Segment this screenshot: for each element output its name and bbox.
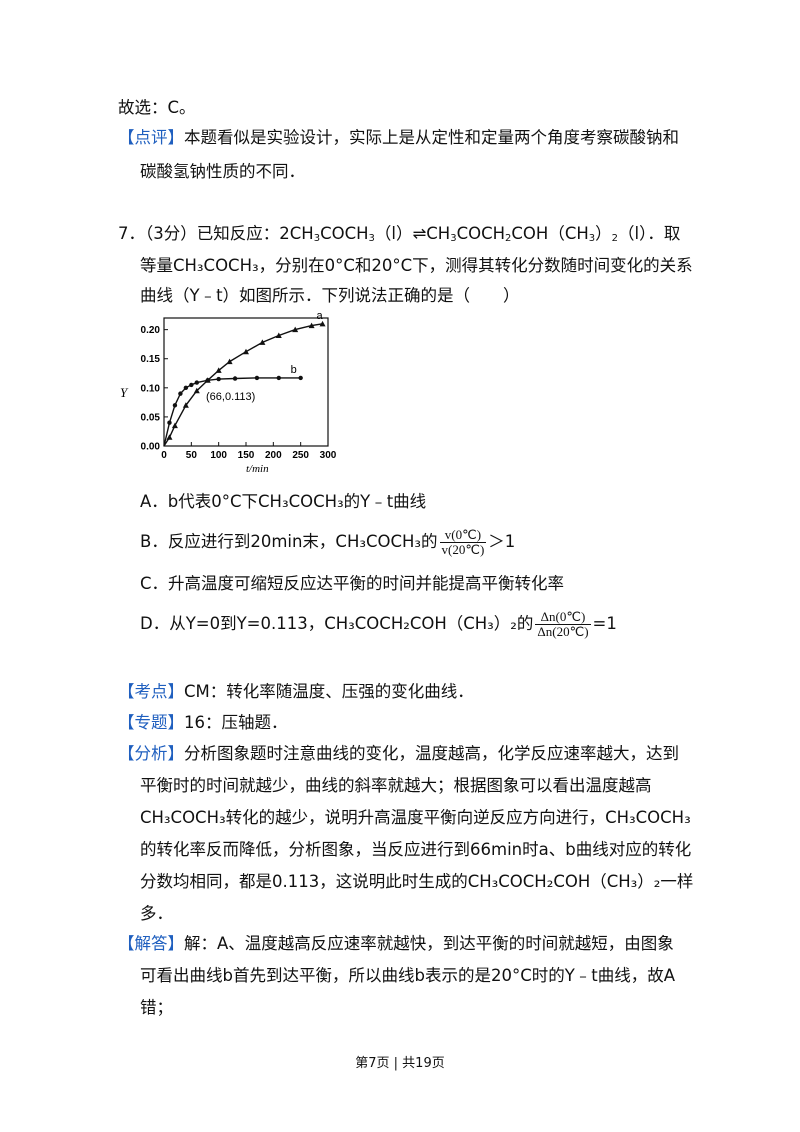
point-a [193,387,200,394]
jieda-tag: 【解答】 [118,934,184,953]
y-axis-label: Y [120,385,129,400]
choice-line: 故选：C。 [118,98,196,117]
y-tick-label: 0.15 [141,354,161,365]
fenxi-text-1: 分析图象题时注意曲线的变化，温度越高，化学反应速率越大，达到 [184,744,679,763]
fenxi-line-6: 多． [140,904,173,923]
fenxi-tag: 【分析】 [118,744,184,763]
kaodian-text: CM：转化率随温度、压强的变化曲线． [184,682,474,701]
option-c: C．升高温度可缩短反应达平衡的时间并能提高平衡转化率 [140,574,565,593]
chart-series: ab [163,312,326,447]
point-a [243,348,249,355]
fenxi-line-2: 平衡时的时间就越少，曲线的斜率就越大；根据图象可以看出温度越高 [140,776,652,795]
zhuanti-text: 16：压轴题． [184,713,288,732]
point-b [194,380,199,385]
jieda-line-1: 【解答】解：A、温度越高反应速率就越快，到达平衡的时间就越短，由图象 [118,932,674,956]
zhuanti-line: 【专题】16：压轴题． [118,711,288,735]
point-b [254,375,260,381]
page-footer: 第7页 | 共19页 [355,1056,445,1071]
option-d-post: =1 [592,614,617,633]
fenxi-line-5: 分数均相同，都是0.113，这说明此时生成的CH₃COCH₂COH（CH₃）₂一… [140,872,694,891]
point-b [216,376,221,382]
series-line-a [163,323,323,447]
option-b-denominator: v(20℃) [441,542,485,557]
x-tick-label: 0 [161,450,167,461]
jieda-line-2: 可看出曲线b首先到达平衡，所以曲线b表示的是20°C时的Y﹣t曲线，故A [140,966,676,985]
point-annotation: (66,0.113) [206,391,255,403]
x-tick-label: 250 [292,450,309,461]
point-b [189,382,194,388]
q7-stem-tail: （l）．取 [618,224,681,243]
kaodian-line: 【考点】CM：转化率随温度、压强的变化曲线． [118,680,474,704]
point-b [232,376,238,381]
x-tick-label: 200 [265,450,282,461]
point-b [172,403,178,408]
plot-frame [163,317,329,447]
comment-line-1: 【点评】本题看似是实验设计，实际上是从定性和定量两个角度考察碳酸钠和 [118,126,679,150]
option-a: A．b代表0°C下CH₃COCH₃的Y﹣t曲线 [140,492,427,511]
series-label-b: b [291,364,297,376]
series-label-a: a [317,312,324,322]
y-tick-label: 0.00 [141,442,161,453]
point-b [167,420,172,425]
q7-line-1: 7．（3分）已知反应：2CH3COCH3（l）⇌CH3COCH2COH（CH3）… [118,224,681,244]
fenxi-line-3: CH₃COCH₃转化的越少，说明升高温度平衡向逆反应方向进行，CH₃COCH₃ [140,808,691,827]
point-a [259,339,266,345]
q7-line-3: 曲线（Y﹣t）如图所示．下列说法正确的是（ ） [140,286,520,305]
y-t-chart: 0 50 100 150 200 250 300 0.00 0.05 0.10 0.15 0.20 a… [120,312,337,475]
q7-number: 7．（3分） [118,224,197,243]
kaodian-tag: 【考点】 [118,682,184,701]
point-a [215,367,222,373]
option-d-fraction: Δn(0℃) Δn(20℃) [535,610,591,639]
point-a [275,332,282,338]
point-b [178,391,183,396]
point-b [276,375,281,381]
q7-line-2: 等量CH₃COCH₃，分别在0°C和20°C下，测得其转化分数随时间变化的关系 [140,256,693,275]
point-a [308,322,315,329]
option-b: B．反应进行到20min末，CH₃COCH₃的 v(0℃) v(20℃) ＞1 [140,528,515,557]
point-b [298,375,303,381]
chart-ticks: 0 50 100 150 200 250 300 0.00 0.05 0.10 0.15 0.20 [141,325,337,461]
option-d-denominator: Δn(20℃) [537,624,589,639]
fenxi-line-4: 的转化率反而降低，分析图象，当反应进行到66min时a、b曲线对应的转化 [140,840,692,859]
jieda-line-3: 错； [140,998,173,1017]
chart-axes [163,317,329,447]
comment-line-2: 碳酸氢钠性质的不同． [140,162,305,181]
x-axis-label: t/min [246,463,269,475]
option-b-numerator: v(0℃) [439,528,487,543]
point-a [171,422,178,429]
option-d-text: D．从Y=0到Y=0.113，CH₃COCH₂COH（CH₃）₂的 [140,614,534,633]
option-d-numerator: Δn(0℃) [535,610,591,625]
option-b-post: ＞1 [488,532,516,551]
point-b [205,378,210,383]
point-a [226,358,233,365]
y-tick-label: 0.05 [141,412,161,423]
y-tick-label: 0.20 [141,325,161,336]
option-d: D．从Y=0到Y=0.113，CH₃COCH₂COH（CH₃）₂的 Δn(0℃) Δ… [140,610,617,639]
jieda-text-1: 解：A、温度越高反应速率就越快，到达平衡的时间就越短，由图象 [184,934,674,953]
point-a [319,320,326,327]
option-b-text: B．反应进行到20min末，CH₃COCH₃的 [140,532,438,551]
point-a [292,326,299,333]
point-b [183,385,189,391]
comment-text-1: 本题看似是实验设计，实际上是从定性和定量两个角度考察碳酸钠和 [184,128,679,147]
point-a [166,434,173,440]
q7-stem-pre: 已知反应：2CH [196,224,314,243]
comment-tag: 【点评】 [118,128,184,147]
option-b-fraction: v(0℃) v(20℃) [439,528,487,557]
x-tick-label: 300 [320,450,337,461]
point-a [182,402,189,408]
zhuanti-tag: 【专题】 [118,713,184,732]
x-tick-label: 50 [186,450,198,461]
x-tick-label: 100 [210,450,227,461]
x-tick-label: 150 [238,450,255,461]
fenxi-line-1: 【分析】分析图象题时注意曲线的变化，温度越高，化学反应速率越大，达到 [118,742,679,766]
y-tick-label: 0.10 [141,383,161,394]
